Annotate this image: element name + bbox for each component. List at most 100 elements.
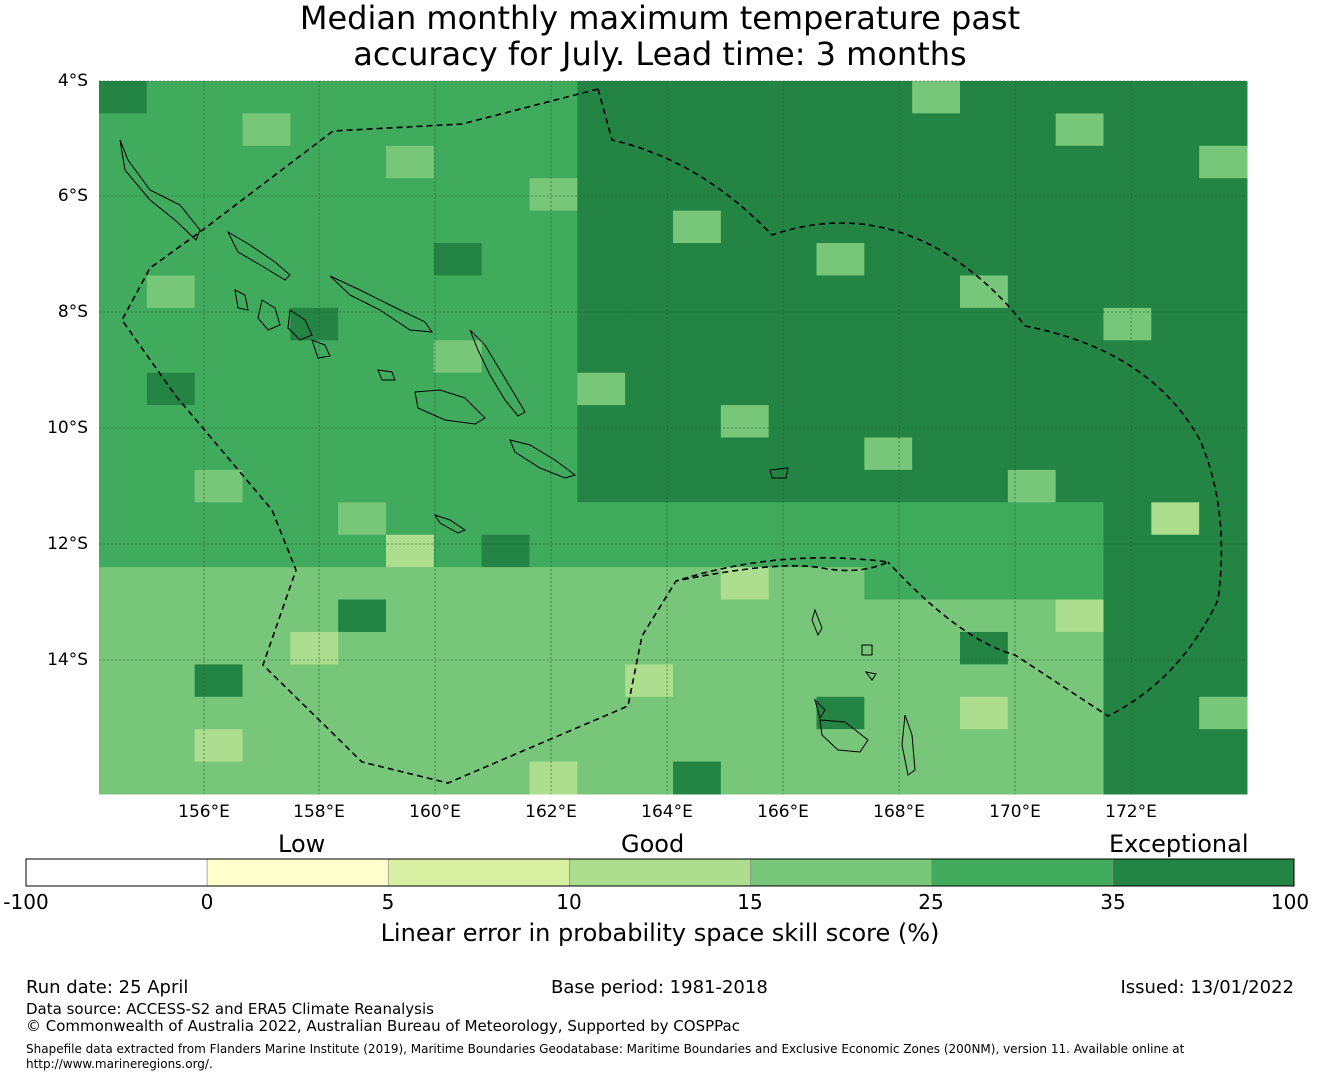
colorbar-tick: 25 <box>918 890 944 914</box>
grid-cell <box>864 210 913 244</box>
grid-cell <box>433 243 483 276</box>
grid-cell <box>146 405 196 438</box>
grid-cell <box>1055 81 1104 114</box>
grid-cell <box>194 502 243 536</box>
grid-cell <box>433 469 483 503</box>
grid-cell <box>242 729 291 763</box>
grid-cell <box>146 664 196 698</box>
grid-cell <box>290 664 339 698</box>
grid-cell <box>290 275 339 309</box>
grid-cell <box>673 340 722 374</box>
grid-cell <box>960 567 1009 601</box>
grid-cell <box>146 631 196 665</box>
grid-cell <box>481 81 530 114</box>
lat-label-14s: 14°S <box>47 650 88 670</box>
grid-cell <box>1055 437 1104 471</box>
grid-cell <box>1151 340 1200 374</box>
grid-cell <box>1199 405 1248 438</box>
grid-cell <box>529 405 578 438</box>
grid-cell <box>1199 599 1248 633</box>
run-date: Run date: 25 April <box>26 977 189 998</box>
grid-cell <box>912 145 961 179</box>
grid-cell <box>1103 145 1152 179</box>
grid-cell <box>577 145 626 179</box>
grid-cell <box>194 340 243 374</box>
grid-cell <box>768 372 817 406</box>
grid-cell <box>912 275 961 309</box>
grid-cell <box>960 81 1009 114</box>
grid-cell <box>577 275 626 309</box>
grid-cell <box>1151 469 1200 503</box>
grid-cell <box>625 113 674 147</box>
grid-cell <box>242 307 291 341</box>
grid-cell <box>194 307 243 341</box>
grid-cell <box>242 567 291 601</box>
grid-cell <box>816 696 865 730</box>
grid-cell <box>1055 243 1104 276</box>
grid-cell <box>1103 340 1152 374</box>
grid-cell <box>338 210 387 244</box>
grid-cell <box>99 210 148 244</box>
grid-cell <box>768 761 817 795</box>
lon-label-164e: 164°E <box>641 802 693 822</box>
grid-cell <box>720 729 770 763</box>
grid-cell <box>577 631 626 665</box>
grid-cell <box>625 405 674 438</box>
grid-cell <box>194 178 243 212</box>
grid-cell <box>720 696 770 730</box>
grid-cell <box>625 761 674 795</box>
grid-cell <box>1055 372 1104 406</box>
grid-cell <box>194 210 243 244</box>
colorbar-segment <box>387 858 570 887</box>
grid-cell <box>1151 178 1200 212</box>
data-source: Data source: ACCESS-S2 and ERA5 Climate … <box>26 1000 434 1018</box>
grid-cell <box>481 631 530 665</box>
grid-cell <box>194 534 243 568</box>
grid-cell <box>625 307 674 341</box>
grid-cell <box>1151 81 1200 114</box>
grid-cell <box>1007 469 1057 503</box>
grid-cell <box>433 664 483 698</box>
grid-cell <box>864 761 913 795</box>
grid-cell <box>960 599 1009 633</box>
grid-cell <box>1055 275 1104 309</box>
grid-cell <box>290 437 339 471</box>
grid-cell <box>433 599 483 633</box>
grid-cell <box>242 696 291 730</box>
grid-cell <box>481 696 530 730</box>
grid-cell <box>529 210 578 244</box>
grid-cell <box>194 113 243 147</box>
grid-cell <box>242 437 291 471</box>
grid-cell <box>720 469 770 503</box>
grid-cell <box>529 696 578 730</box>
colorbar-tick: 0 <box>200 890 214 914</box>
grid-cell <box>338 631 387 665</box>
grid-cell <box>1151 664 1200 698</box>
grid-cell <box>386 243 435 276</box>
grid-cell <box>99 275 148 309</box>
grid-cell <box>146 145 196 179</box>
grid-cell <box>290 696 339 730</box>
grid-cell <box>1199 631 1248 665</box>
grid-cell <box>960 145 1009 179</box>
grid-cell <box>529 534 578 568</box>
grid-cell <box>625 502 674 536</box>
grid-cell <box>242 631 291 665</box>
grid-cell <box>529 729 578 763</box>
grid-cell <box>529 275 578 309</box>
grid-cell <box>577 761 626 795</box>
grid-cell <box>99 437 148 471</box>
grid-cell <box>1007 567 1057 601</box>
grid-cell <box>816 599 865 633</box>
grid-cell <box>864 437 913 471</box>
grid-cell <box>290 243 339 276</box>
grid-cell <box>242 664 291 698</box>
grid-cell <box>242 599 291 633</box>
grid-cell <box>481 599 530 633</box>
grid-cell <box>720 502 770 536</box>
grid-cell <box>960 469 1009 503</box>
grid-cell <box>481 534 530 568</box>
grid-cell <box>864 664 913 698</box>
grid-cell <box>1199 210 1248 244</box>
grid-cell <box>290 372 339 406</box>
